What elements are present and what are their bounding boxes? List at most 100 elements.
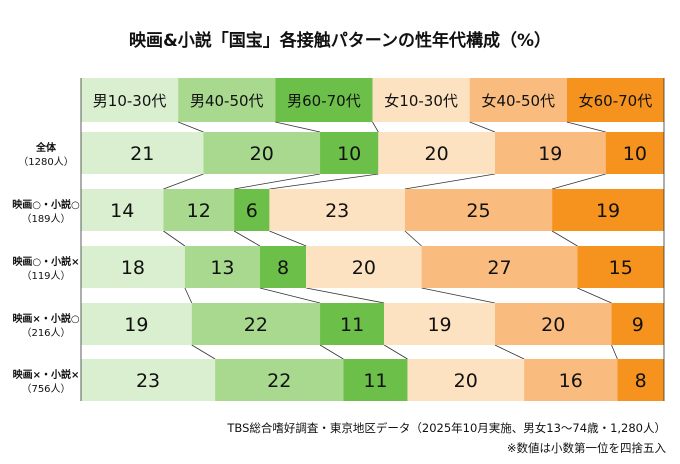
bar-segment-r5-s3 (343, 359, 408, 401)
bar-segment-r2-s4 (269, 189, 405, 231)
data-label-r2-s5: 25 (466, 200, 490, 222)
data-label-r5-s2: 22 (267, 370, 291, 392)
legend-swatch-5 (469, 78, 567, 122)
bar-segment-r5-s6 (617, 359, 664, 401)
category-label-5: 映画×・小説× (13, 368, 80, 381)
data-label-r3-s3: 8 (277, 257, 289, 279)
bar-segment-r3-s6 (577, 246, 664, 288)
legend-swatch-2 (178, 78, 276, 122)
legend-label-3: 男60-70代 (287, 92, 361, 110)
bar-segment-r3-s3 (259, 246, 307, 288)
legend-label-2: 男40-50代 (190, 92, 264, 110)
connector-line (178, 121, 204, 133)
category-count-5: （756人） (21, 383, 70, 395)
data-label-r2-s6: 19 (596, 200, 620, 222)
bar-segment-r5-s5 (524, 359, 618, 401)
bar-segment-r2-s6 (552, 189, 664, 231)
data-label-r4-s2: 22 (244, 314, 268, 336)
category-count-4: （216人） (21, 327, 70, 339)
data-label-r1-s4: 20 (425, 143, 449, 165)
category-label-3: 映画○・小説× (12, 255, 79, 268)
data-label-r1-s2: 20 (250, 143, 274, 165)
data-label-r5-s6: 8 (635, 370, 647, 392)
data-label-r5-s1: 23 (136, 370, 160, 392)
data-label-r1-s6: 10 (623, 143, 647, 165)
connector-line (269, 173, 379, 190)
connector-line (404, 173, 495, 190)
legend-label-1: 男10-30代 (93, 92, 167, 110)
data-label-r1-s5: 19 (538, 143, 562, 165)
connector-line (163, 173, 204, 190)
data-label-r2-s1: 14 (110, 200, 134, 222)
bar-segment-r5-s2 (215, 359, 344, 401)
data-label-r3-s1: 18 (121, 257, 145, 279)
bar-segment-r1-s2 (203, 132, 321, 174)
connector-line (494, 344, 525, 360)
data-label-r1-s1: 21 (130, 143, 154, 165)
connector-line (577, 287, 612, 304)
data-label-r3-s2: 13 (210, 257, 234, 279)
category-count-1: （1280人） (18, 156, 73, 168)
connector-line (319, 344, 344, 360)
source-note: TBS総合嗜好調査・東京地区データ（2025年10月実施、男女13〜74歳・1,… (226, 421, 666, 435)
connector-line (404, 230, 422, 247)
data-label-r4-s6: 9 (632, 314, 644, 336)
connector-line (233, 230, 261, 247)
data-label-r5-s3: 11 (363, 370, 387, 392)
legend-swatch-6 (566, 78, 664, 122)
legend-label-4: 女10-30代 (384, 92, 458, 110)
bar-segment-r3-s1 (81, 246, 185, 288)
legend-swatch-4 (372, 78, 470, 122)
connector-line (275, 121, 321, 133)
bar-segment-r2-s1 (81, 189, 164, 231)
data-label-r4-s1: 19 (124, 314, 148, 336)
data-label-r4-s3: 11 (340, 314, 364, 336)
bar-segment-r4-s1 (81, 303, 192, 345)
bar-segment-r1-s4 (378, 132, 495, 174)
legend-swatch-1 (81, 78, 179, 122)
connector-line (611, 344, 618, 360)
connector-line (269, 230, 307, 247)
connector-line (163, 230, 186, 247)
connector-line (566, 121, 606, 133)
connector-line (259, 287, 321, 304)
connector-line (552, 173, 606, 190)
data-label-r4-s5: 20 (541, 314, 565, 336)
bar-segment-r4-s5 (494, 303, 612, 345)
data-label-r1-s3: 10 (337, 143, 361, 165)
chart-title: 映画&小説「国宝」各接触パターンの性年代構成（%） (129, 30, 551, 51)
connector-line (383, 344, 408, 360)
connector-line (234, 173, 321, 190)
category-count-3: （119人） (21, 270, 70, 282)
bar-segment-r1-s3 (320, 132, 379, 174)
connector-line (306, 287, 385, 304)
bar-segment-r1-s1 (81, 132, 204, 174)
data-label-r4-s4: 19 (427, 314, 451, 336)
data-label-r2-s4: 23 (325, 200, 349, 222)
data-label-r2-s3: 6 (246, 200, 258, 222)
category-count-2: （189人） (21, 213, 70, 225)
bar-segment-r1-s5 (494, 132, 606, 174)
bar-segment-r2-s2 (163, 189, 235, 231)
connector-line (421, 287, 496, 304)
bar-segment-r4-s2 (191, 303, 321, 345)
bar-segment-r3-s4 (306, 246, 422, 288)
legend-label-6: 女60-70代 (579, 92, 653, 110)
bar-segment-r2-s5 (404, 189, 553, 231)
data-label-r5-s4: 20 (454, 370, 478, 392)
data-label-r2-s2: 12 (187, 200, 211, 222)
bar-segment-r3-s5 (421, 246, 578, 288)
data-label-r3-s4: 20 (352, 257, 376, 279)
bar-segment-r1-s6 (605, 132, 664, 174)
data-label-r5-s5: 16 (559, 370, 583, 392)
connector-line (372, 121, 379, 133)
legend-swatch-3 (275, 78, 373, 122)
legend-label-5: 女40-50代 (481, 92, 555, 110)
connector-line (551, 230, 578, 247)
bar-segment-r3-s2 (184, 246, 260, 288)
category-label-1: 全体 (35, 141, 57, 154)
bar-segment-r4-s6 (611, 303, 664, 345)
bar-segment-r4-s3 (320, 303, 385, 345)
